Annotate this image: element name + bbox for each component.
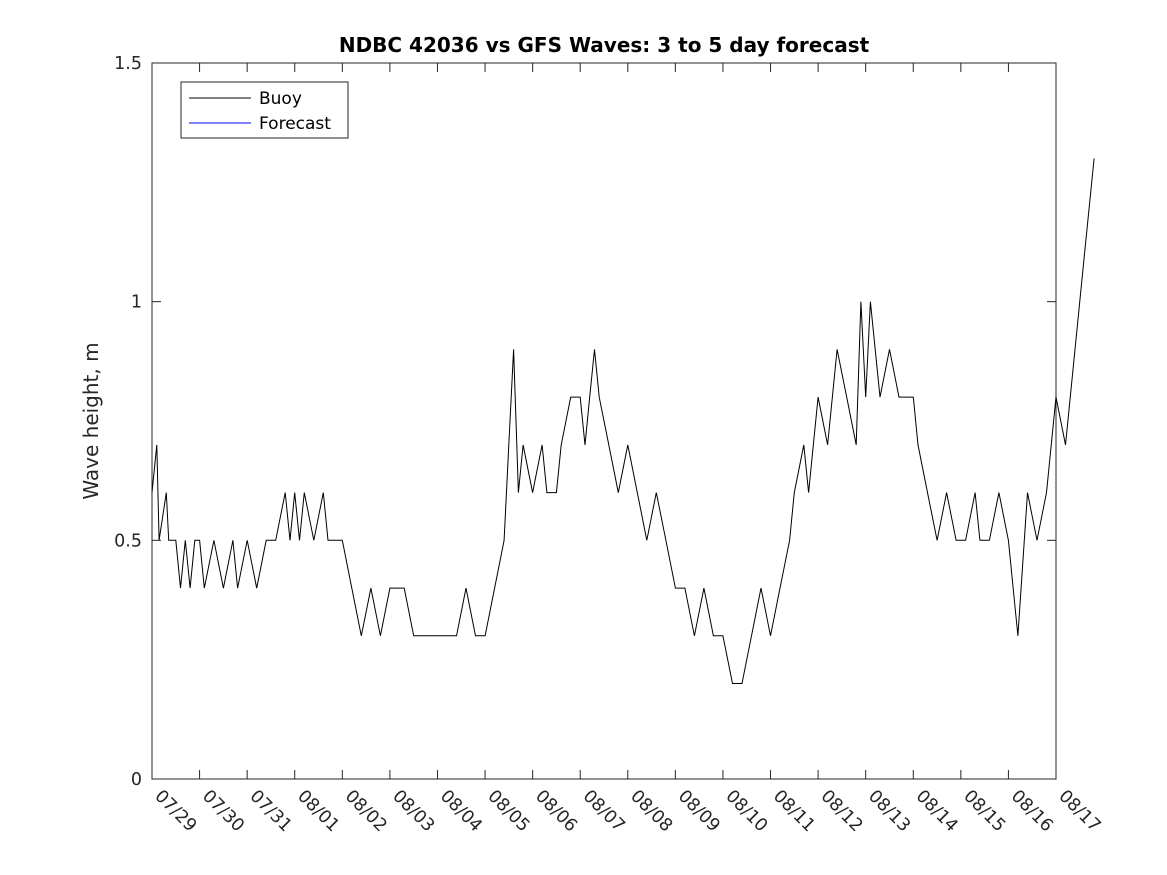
- x-tick-label: 08/01: [293, 786, 343, 836]
- x-tick-label: 08/06: [531, 786, 581, 836]
- legend-buoy-label: Buoy: [259, 89, 302, 109]
- y-axis-label: Wave height, m: [79, 342, 103, 499]
- y-tick-label: 0: [131, 770, 142, 790]
- x-tick-label: 08/10: [721, 786, 771, 836]
- chart-title: NDBC 42036 vs GFS Waves: 3 to 5 day fore…: [339, 33, 870, 57]
- legend-box: [180, 81, 349, 139]
- x-tick-label: 08/09: [674, 786, 724, 836]
- x-tick-label: 08/11: [769, 786, 819, 836]
- x-tick-label: 08/03: [388, 786, 438, 836]
- legend-forecast-label: Forecast: [259, 114, 331, 134]
- y-tick-label: 0.5: [114, 531, 142, 551]
- x-tick-label: 08/05: [484, 786, 534, 836]
- x-tick-label: 07/30: [198, 786, 248, 836]
- x-tick-label: 08/04: [436, 786, 486, 836]
- x-tick-label: 08/14: [912, 786, 962, 836]
- x-tick-label: 08/08: [626, 786, 676, 836]
- x-tick-label: 07/31: [246, 786, 296, 836]
- x-tick-label: 08/16: [1007, 786, 1057, 836]
- x-tick-label: 07/29: [150, 786, 200, 836]
- x-tick-label: 08/13: [864, 786, 914, 836]
- buoy-series-line: [151, 158, 1095, 684]
- x-tick-label: 08/15: [959, 786, 1009, 836]
- x-tick-label: 08/12: [817, 786, 867, 836]
- x-tick-label: 08/02: [341, 786, 391, 836]
- y-tick-label: 1: [131, 293, 142, 313]
- x-tick-label: 08/17: [1054, 786, 1104, 836]
- y-tick-label: 1.5: [114, 54, 142, 74]
- x-tick-label: 08/07: [579, 786, 629, 836]
